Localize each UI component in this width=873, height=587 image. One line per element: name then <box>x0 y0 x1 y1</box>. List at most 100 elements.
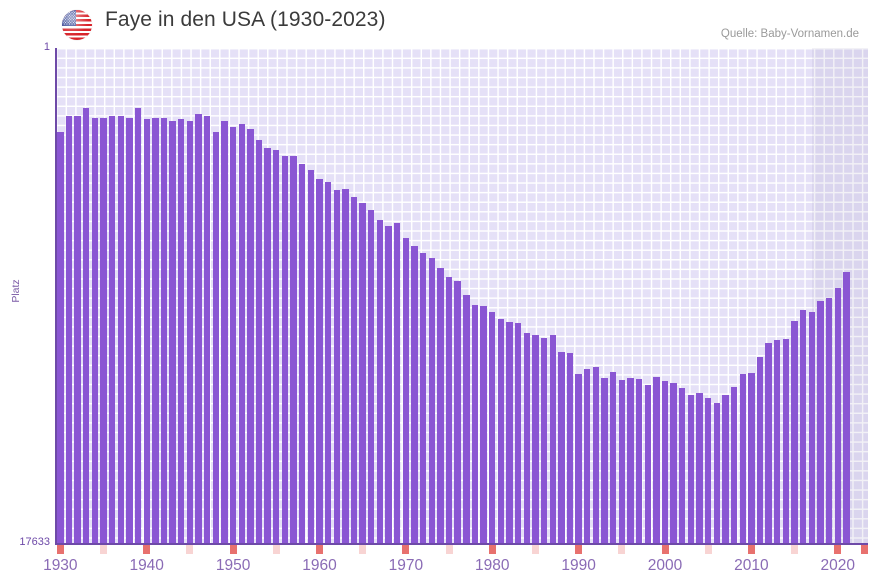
bar <box>160 118 168 543</box>
bar <box>419 252 427 543</box>
page-title: Faye in den USA (1930-2023) <box>105 8 386 31</box>
bar <box>281 155 289 543</box>
us-flag-icon <box>62 10 92 40</box>
bar <box>739 373 746 543</box>
bar <box>679 387 686 543</box>
bar <box>653 376 660 543</box>
bar <box>273 149 280 543</box>
x-axis-tick-major <box>834 545 842 554</box>
bar <box>480 306 487 543</box>
bar <box>730 386 738 543</box>
source-label: Quelle: Baby-Vornamen.de <box>720 28 859 40</box>
bar <box>618 379 625 543</box>
bar <box>540 338 548 543</box>
bar <box>497 319 505 543</box>
x-axis-tick-label: 1970 <box>388 557 424 574</box>
bar <box>713 403 721 543</box>
bar <box>445 276 453 543</box>
bar <box>748 372 755 543</box>
bar <box>506 322 513 543</box>
x-axis-tick-label: 1960 <box>302 557 337 574</box>
bar <box>333 189 340 543</box>
bar <box>601 377 608 543</box>
bar <box>774 340 781 543</box>
y-axis-tick-bottom: 17633 <box>19 536 50 548</box>
bar <box>696 392 703 543</box>
bar <box>800 310 807 543</box>
x-axis-tick-end <box>861 545 868 554</box>
bar <box>143 119 150 543</box>
x-axis-tick-minor <box>618 545 626 554</box>
bar <box>627 377 634 543</box>
bar <box>229 127 237 543</box>
bar <box>195 114 202 543</box>
x-axis-tick-label: 1980 <box>474 557 510 574</box>
bar <box>247 129 254 543</box>
y-axis-title: Platz <box>10 279 22 303</box>
x-axis-tick-minor <box>445 545 453 554</box>
x-axis-ticks: 1930 1940 1950 1960 1970 1980 1990 2000 2010 2020 <box>43 545 868 585</box>
y-axis-line <box>55 48 57 543</box>
x-axis-tick-major <box>229 545 237 554</box>
bar <box>566 352 574 543</box>
bar <box>808 312 816 543</box>
x-axis-tick-label: 1950 <box>215 557 251 574</box>
bar <box>264 148 271 543</box>
bar <box>437 267 444 543</box>
bar <box>454 280 461 543</box>
bar <box>523 333 530 543</box>
x-axis-tick-label: 1940 <box>129 557 164 574</box>
bar <box>316 178 323 543</box>
bar <box>169 121 176 543</box>
x-axis-tick-minor <box>791 545 799 554</box>
x-axis-line <box>55 543 868 545</box>
x-axis-tick-major <box>661 545 669 554</box>
bar <box>722 394 729 543</box>
x-axis-tick-label: 2020 <box>820 557 856 574</box>
bar <box>411 246 418 543</box>
bar <box>687 394 695 543</box>
x-axis-tick-minor <box>704 545 712 554</box>
bar <box>394 223 401 543</box>
bar <box>791 321 798 543</box>
bar <box>834 287 841 543</box>
bar <box>471 305 479 543</box>
bar <box>307 169 315 543</box>
bar <box>782 339 790 543</box>
bar <box>100 118 107 543</box>
bar <box>817 301 824 543</box>
bar <box>108 116 116 543</box>
x-axis-tick-major <box>747 545 755 554</box>
x-axis-tick-major <box>402 545 410 554</box>
bar <box>221 121 228 543</box>
bar <box>255 140 263 543</box>
bar <box>428 257 435 543</box>
y-axis-tick-top: 1 <box>43 41 50 53</box>
bar <box>549 335 556 543</box>
bar <box>91 118 99 543</box>
bar <box>704 398 712 543</box>
bar <box>290 155 297 543</box>
bar <box>376 220 384 543</box>
bar <box>368 210 375 543</box>
bar <box>765 343 772 543</box>
bar <box>65 116 73 543</box>
x-axis-tick-label: 2010 <box>734 557 769 574</box>
bar <box>584 368 591 543</box>
bar <box>463 294 470 543</box>
bar <box>635 378 643 543</box>
bar <box>126 118 133 543</box>
bar <box>57 132 64 543</box>
x-axis-tick-label: 1930 <box>43 557 78 574</box>
x-axis-tick-major <box>143 545 151 554</box>
x-axis-tick-major <box>575 545 583 554</box>
bar <box>592 366 600 543</box>
bar <box>186 121 194 543</box>
bar-series <box>56 48 868 543</box>
bar <box>609 371 617 543</box>
bar <box>385 226 392 543</box>
bar <box>514 323 522 543</box>
bar <box>298 163 306 543</box>
bar <box>558 351 565 543</box>
bar <box>825 298 833 543</box>
